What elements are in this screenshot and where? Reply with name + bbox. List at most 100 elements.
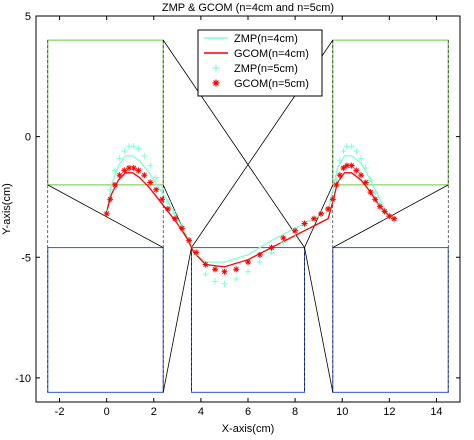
marker-d2 [159, 196, 165, 202]
data-point [348, 162, 355, 169]
x-tick-label: 0 [104, 406, 110, 418]
marker-d2 [136, 167, 141, 173]
marker-d2 [153, 187, 159, 193]
marker-d2 [121, 167, 127, 173]
data-point [193, 249, 200, 256]
legend-label: ZMP(n=5cm) [234, 63, 298, 75]
data-point [153, 186, 160, 193]
legend-label: ZMP(n=4cm) [234, 33, 298, 45]
x-tick-label: 8 [292, 406, 298, 418]
data-point [362, 179, 369, 186]
data-point [121, 167, 128, 174]
legend-item: GCOM(n=5cm) [212, 78, 309, 90]
data-point [164, 198, 171, 205]
data-point [103, 210, 110, 217]
data-point [159, 196, 166, 203]
legend-item: ZMP(n=5cm) [212, 63, 298, 75]
data-point [202, 271, 209, 278]
x-tick-label: 10 [336, 406, 348, 418]
marker-d2 [126, 165, 132, 171]
marker-d2 [372, 196, 378, 202]
data-point [372, 196, 379, 203]
data-point [310, 215, 317, 222]
data-point [107, 196, 114, 203]
footprint-green-1 [332, 39, 449, 186]
data-point [245, 268, 251, 275]
marker-d2 [117, 172, 123, 178]
data-point [141, 152, 148, 159]
data-point [147, 162, 154, 169]
data-point [292, 227, 299, 234]
marker-d2 [212, 266, 218, 272]
data-point [367, 177, 374, 184]
data-point [348, 143, 355, 150]
marker-d2 [368, 189, 373, 195]
marker-d2 [340, 165, 346, 171]
data-point [376, 203, 383, 210]
marker-d2 [325, 206, 331, 212]
legend-item: GCOM(n=4cm) [204, 48, 309, 60]
data-point [367, 189, 374, 196]
data-point [336, 172, 343, 179]
marker-d2 [147, 180, 153, 185]
guide-line-2 [47, 184, 164, 248]
marker-d2 [179, 225, 185, 231]
marker-d2 [112, 182, 118, 188]
data-point [121, 148, 128, 155]
data-point [340, 164, 347, 171]
marker-d2 [311, 216, 317, 222]
guide-line-4 [162, 247, 192, 393]
marker-d2 [280, 235, 286, 241]
data-point [280, 234, 287, 241]
data-point [333, 181, 340, 188]
data-point [301, 220, 308, 227]
data-point [212, 266, 219, 273]
data-point [147, 179, 154, 186]
data-point [179, 225, 186, 232]
marker-d2 [269, 245, 275, 251]
marker-d2 [358, 172, 364, 178]
data-point [221, 268, 228, 275]
marker-d2 [386, 213, 392, 219]
data-point [130, 143, 137, 150]
marker-d2 [186, 237, 192, 243]
marker-d2 [203, 262, 209, 267]
y-tick-label: -5 [21, 252, 31, 264]
footprint-green-0 [47, 39, 164, 186]
legend-item: ZMP(n=4cm) [204, 33, 298, 45]
marker-d2 [141, 172, 147, 178]
data-point [171, 215, 178, 222]
data-point [159, 186, 166, 193]
data-point [233, 266, 240, 273]
marker-d2 [233, 266, 239, 272]
data-point [221, 280, 228, 287]
guide-line-6 [304, 247, 334, 393]
data-point [111, 181, 118, 188]
marker-d2 [363, 180, 369, 185]
marker-d2 [221, 269, 227, 275]
x-tick-label: 2 [151, 406, 157, 418]
marker-d2 [245, 259, 251, 265]
marker-d2 [302, 221, 307, 226]
marker-d2 [131, 165, 137, 171]
y-tick-label: 5 [25, 11, 31, 23]
x-tick-label: 12 [383, 406, 395, 418]
legend-marker-d2 [213, 80, 219, 86]
marker-d2 [104, 211, 110, 217]
data-point [130, 164, 137, 171]
data-point [233, 275, 240, 282]
data-point [135, 145, 142, 152]
marker-d2 [353, 167, 359, 173]
marker-d2 [377, 204, 383, 210]
data-point [325, 206, 332, 212]
data-point [135, 167, 142, 174]
data-point [353, 148, 360, 155]
marker-d2 [391, 216, 397, 222]
data-point [329, 196, 336, 203]
data-point [362, 164, 369, 171]
data-point [256, 251, 263, 258]
y-tick-label: 0 [25, 132, 31, 144]
series-line-0 [106, 155, 390, 263]
data-point [141, 172, 148, 179]
